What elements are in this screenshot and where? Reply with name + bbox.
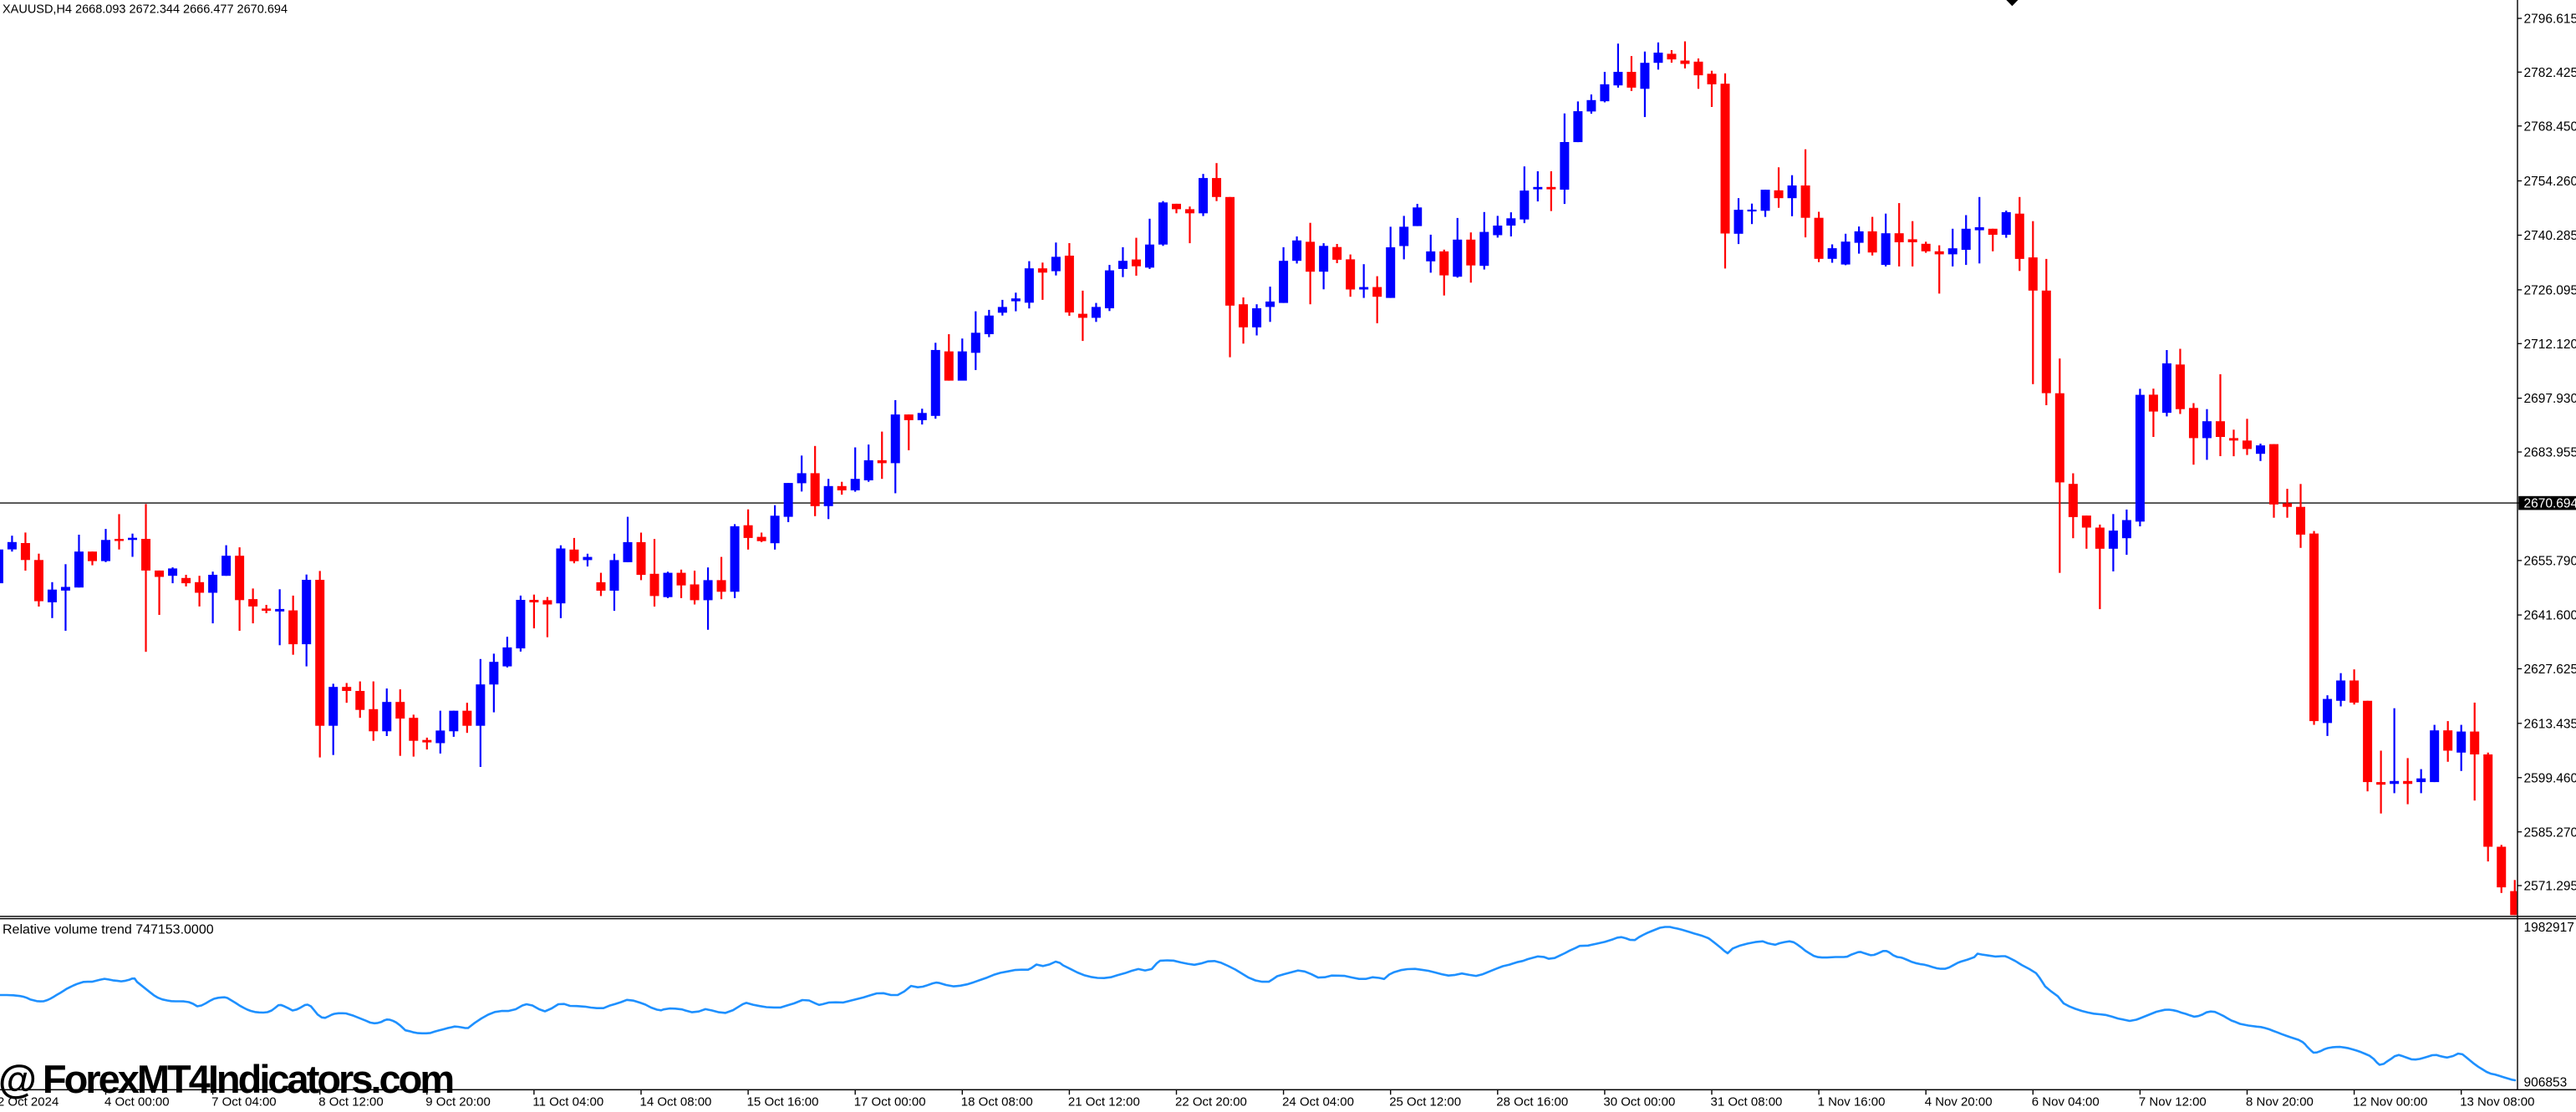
svg-text:2585.270: 2585.270	[2524, 825, 2576, 840]
svg-text:1982917: 1982917	[2524, 921, 2574, 935]
svg-text:14 Oct 08:00: 14 Oct 08:00	[640, 1094, 712, 1108]
svg-text:906853: 906853	[2524, 1076, 2568, 1090]
svg-text:2641.600: 2641.600	[2524, 609, 2576, 623]
svg-text:30 Oct 00:00: 30 Oct 00:00	[1603, 1094, 1675, 1108]
svg-text:@ ForexMT4Indicators.com: @ ForexMT4Indicators.com	[0, 1057, 452, 1101]
svg-text:Relative volume trend 747153.0: Relative volume trend 747153.0000	[3, 922, 214, 937]
svg-text:6 Nov 04:00: 6 Nov 04:00	[2032, 1094, 2100, 1108]
svg-text:2796.615: 2796.615	[2524, 13, 2576, 27]
svg-text:1 Nov 16:00: 1 Nov 16:00	[1818, 1094, 1886, 1108]
svg-text:2768.450: 2768.450	[2524, 119, 2576, 134]
svg-text:24 Oct 04:00: 24 Oct 04:00	[1282, 1094, 1354, 1108]
svg-text:2754.260: 2754.260	[2524, 175, 2576, 189]
svg-text:2599.460: 2599.460	[2524, 771, 2576, 785]
svg-text:XAUUSD,H4 2668.093 2672.344 2: XAUUSD,H4 2668.093 2672.344 2666.477 267…	[3, 3, 288, 17]
svg-text:2613.435: 2613.435	[2524, 717, 2576, 731]
svg-text:4 Nov 20:00: 4 Nov 20:00	[1925, 1094, 1993, 1108]
svg-text:2712.120: 2712.120	[2524, 338, 2576, 352]
svg-text:28 Oct 16:00: 28 Oct 16:00	[1496, 1094, 1568, 1108]
svg-text:22 Oct 20:00: 22 Oct 20:00	[1175, 1094, 1247, 1108]
svg-text:2627.625: 2627.625	[2524, 663, 2576, 677]
svg-text:2571.295: 2571.295	[2524, 880, 2576, 894]
svg-text:15 Oct 16:00: 15 Oct 16:00	[747, 1094, 819, 1108]
svg-text:13 Nov 08:00: 13 Nov 08:00	[2460, 1094, 2534, 1108]
svg-text:18 Oct 08:00: 18 Oct 08:00	[961, 1094, 1033, 1108]
svg-text:25 Oct 12:00: 25 Oct 12:00	[1389, 1094, 1461, 1108]
svg-text:31 Oct 08:00: 31 Oct 08:00	[1711, 1094, 1783, 1108]
svg-text:12 Nov 00:00: 12 Nov 00:00	[2353, 1094, 2427, 1108]
svg-text:11 Oct 04:00: 11 Oct 04:00	[532, 1094, 603, 1108]
svg-text:2655.790: 2655.790	[2524, 555, 2576, 569]
svg-text:8 Nov 20:00: 8 Nov 20:00	[2246, 1094, 2314, 1108]
svg-text:2740.285: 2740.285	[2524, 229, 2576, 243]
svg-text:2726.095: 2726.095	[2524, 284, 2576, 298]
svg-text:2683.955: 2683.955	[2524, 446, 2576, 460]
svg-text:21 Oct 12:00: 21 Oct 12:00	[1068, 1094, 1140, 1108]
svg-text:2697.930: 2697.930	[2524, 392, 2576, 406]
svg-text:17 Oct 00:00: 17 Oct 00:00	[854, 1094, 926, 1108]
svg-text:2670.694: 2670.694	[2524, 497, 2576, 511]
svg-text:7 Nov 12:00: 7 Nov 12:00	[2139, 1094, 2207, 1108]
svg-text:2782.425: 2782.425	[2524, 66, 2576, 80]
